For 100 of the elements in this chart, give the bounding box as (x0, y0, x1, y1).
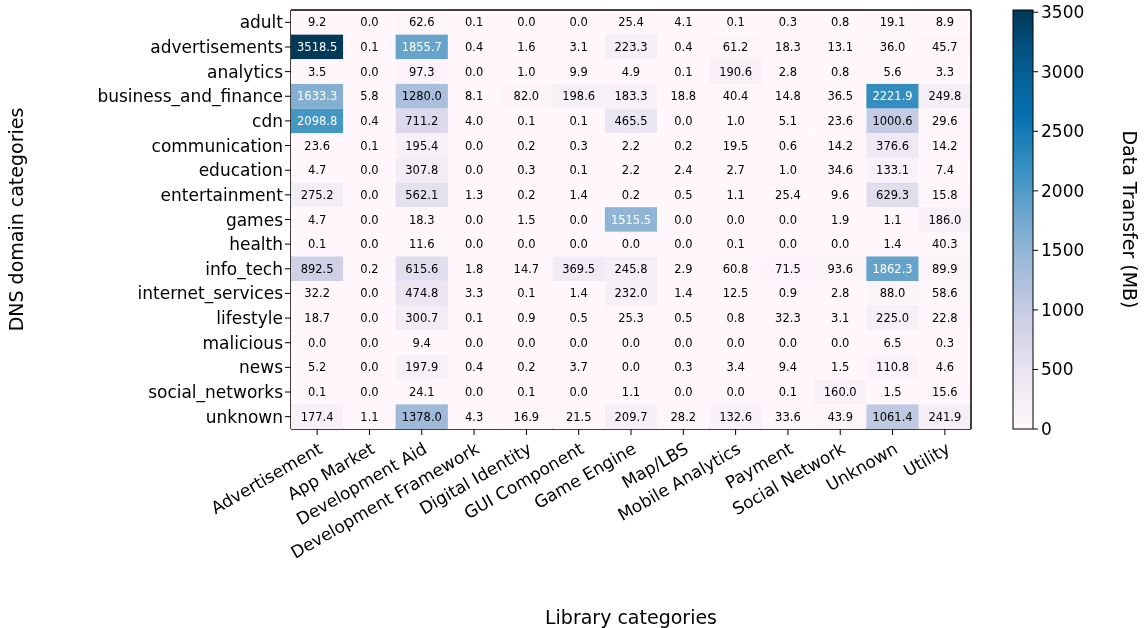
data-label: 0.0 (831, 237, 850, 252)
y-tick-label: news (239, 357, 284, 378)
data-label: 1.9 (831, 212, 850, 227)
data-label: 1.1 (360, 409, 379, 424)
data-label: 40.3 (932, 237, 958, 252)
data-label: 198.6 (562, 89, 596, 104)
color-bar-label: 1000 (1041, 299, 1085, 320)
data-label: 0.3 (517, 163, 536, 178)
data-label: 1.0 (778, 163, 798, 178)
data-label: 0.1 (726, 237, 745, 252)
y-tick-label: internet_services (137, 283, 284, 305)
data-label: 0.0 (360, 64, 379, 79)
data-label: 1862.3 (872, 261, 913, 276)
data-label: 18.3 (775, 39, 801, 54)
data-label: 0.5 (674, 187, 693, 202)
y-tick-label: communication (151, 135, 283, 156)
data-label: 0.1 (726, 15, 745, 30)
data-label: 0.3 (778, 15, 798, 30)
data-label: 0.0 (674, 113, 693, 128)
data-label: 0.1 (569, 163, 588, 178)
data-label: 186.0 (928, 212, 962, 227)
data-label: 1.4 (569, 286, 588, 301)
data-label: 1.1 (726, 187, 745, 202)
data-label: 0.0 (464, 335, 484, 350)
data-label: 190.6 (719, 64, 753, 79)
data-label: 0.1 (674, 64, 693, 79)
data-label: 24.1 (408, 385, 435, 400)
data-label: 88.0 (879, 286, 906, 301)
data-label: 0.2 (674, 138, 693, 153)
data-label: 223.3 (614, 39, 648, 54)
data-label: 562.1 (405, 187, 439, 202)
data-label: 0.2 (517, 138, 536, 153)
data-label: 8.1 (464, 89, 484, 104)
data-label: 0.4 (464, 360, 484, 375)
data-label: 2.2 (621, 163, 641, 178)
data-label: 0.1 (464, 311, 484, 326)
data-label: 2.9 (674, 261, 693, 276)
data-label: 15.8 (932, 187, 958, 202)
data-label: 0.1 (517, 286, 536, 301)
color-bar-label: 0 (1041, 419, 1052, 439)
data-label: 0.0 (569, 15, 588, 30)
data-label: 0.0 (464, 237, 484, 252)
data-label: 33.6 (775, 409, 801, 424)
data-label: 0.0 (778, 335, 798, 350)
data-label: 0.8 (726, 311, 745, 326)
data-label: 89.9 (932, 261, 958, 276)
data-label: 32.3 (775, 311, 801, 326)
data-label: 1.5 (831, 360, 850, 375)
y-tick-label: cdn (252, 110, 283, 131)
data-label: 0.2 (360, 261, 379, 276)
data-label: 4.1 (674, 15, 693, 30)
data-label: 23.6 (827, 113, 854, 128)
y-tick-label: education (198, 160, 283, 181)
data-label: 197.9 (405, 360, 439, 375)
data-label: 0.3 (935, 335, 954, 350)
data-label: 307.8 (405, 163, 439, 178)
data-label: 0.3 (674, 360, 693, 375)
data-label: 25.4 (775, 187, 801, 202)
data-label: 0.6 (778, 138, 798, 153)
data-label: 9.2 (308, 15, 327, 30)
data-label: 1.1 (883, 212, 902, 227)
data-label: 2.4 (674, 163, 693, 178)
data-label: 183.3 (614, 89, 648, 104)
data-label: 0.0 (726, 385, 745, 400)
data-label: 0.0 (360, 15, 379, 30)
data-label: 25.4 (618, 15, 644, 30)
data-label: 19.1 (879, 15, 906, 30)
data-label: 14.2 (827, 138, 854, 153)
data-label: 245.8 (614, 261, 648, 276)
data-label: 1515.5 (610, 212, 652, 227)
data-label: 2098.8 (297, 113, 338, 128)
data-label: 1.8 (464, 261, 484, 276)
data-label: 1.5 (517, 212, 536, 227)
data-label: 0.0 (360, 335, 379, 350)
data-label: 0.0 (569, 335, 588, 350)
data-label: 249.8 (928, 89, 962, 104)
data-label: 8.9 (935, 15, 954, 30)
data-label: 0.1 (569, 113, 588, 128)
data-label: 2.8 (831, 286, 850, 301)
data-label: 232.0 (614, 286, 648, 301)
data-label: 12.5 (722, 286, 749, 301)
data-label: 1.4 (569, 187, 588, 202)
data-label: 3.1 (831, 311, 850, 326)
data-label: 0.0 (517, 335, 536, 350)
data-label: 132.6 (719, 409, 753, 424)
data-label: 1061.4 (872, 409, 913, 424)
data-label: 0.0 (569, 212, 588, 227)
data-label: 300.7 (405, 311, 439, 326)
data-label: 0.0 (674, 237, 693, 252)
data-label: 60.8 (722, 261, 749, 276)
data-label: 0.3 (569, 138, 588, 153)
data-label: 0.0 (674, 385, 693, 400)
data-label: 0.0 (621, 237, 641, 252)
color-bar-label: 1500 (1041, 240, 1085, 261)
y-tick-label: games (225, 209, 284, 230)
data-label: 0.0 (464, 212, 484, 227)
data-label: 1.3 (464, 187, 484, 202)
data-label: 0.0 (674, 212, 693, 227)
data-label: 0.5 (569, 311, 588, 326)
data-label: 1.4 (883, 237, 902, 252)
